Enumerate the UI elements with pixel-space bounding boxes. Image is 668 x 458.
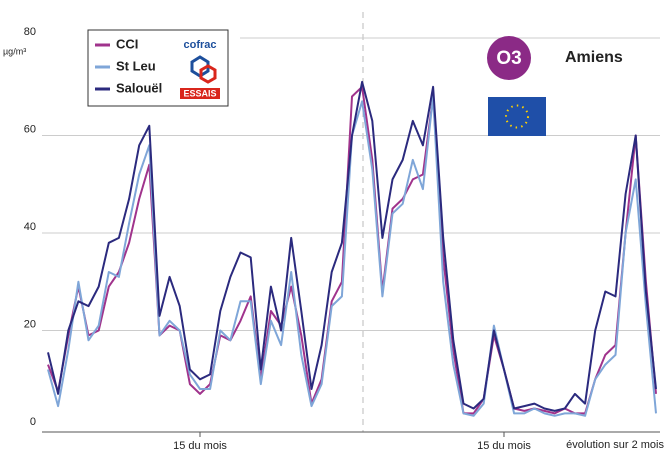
legend: cofrac ESSAIS CCI St Leu Salouël [87, 29, 229, 107]
y-tick-label: 80 [24, 26, 36, 38]
y-tick-label: 20 [24, 318, 36, 330]
series-line [47, 80, 657, 412]
flag-stars [505, 104, 529, 129]
city: Amiens [565, 49, 623, 66]
legend-label: CCI [116, 36, 138, 51]
legend-label: Salouël [116, 80, 162, 95]
y-tick-label: 40 [24, 221, 36, 233]
note: évolution sur 2 mois [566, 439, 664, 451]
logo-label: ESSAIS [183, 88, 216, 98]
legend-label: St Leu [116, 58, 156, 73]
logo-icon [190, 55, 210, 78]
flag [488, 97, 546, 136]
series-line [47, 85, 657, 415]
logo-band [180, 88, 220, 99]
badge-label: O3 [496, 48, 521, 69]
logo-name: cofrac [183, 39, 216, 51]
logo-icon [199, 64, 217, 84]
y-tick-label: 0 [30, 416, 36, 428]
eu-flag [488, 97, 546, 136]
x-tick-label: 15 du mois [477, 440, 531, 452]
x-tick-label: 15 du mois [173, 440, 227, 452]
y-tick-label: 60 [24, 123, 36, 135]
badge [487, 36, 531, 80]
y-unit: µg/m³ [3, 46, 26, 56]
